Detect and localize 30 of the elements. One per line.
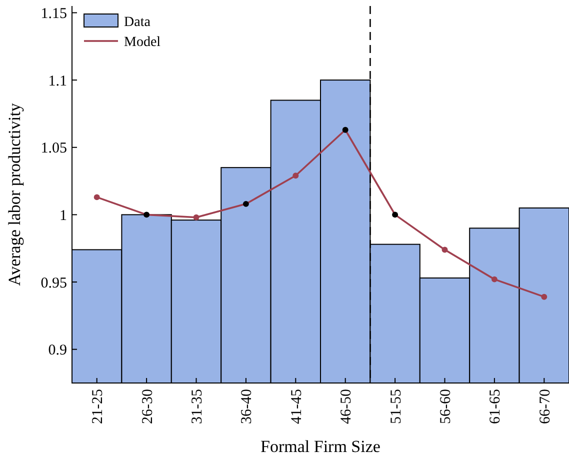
y-tick-label: 0.9	[48, 342, 67, 359]
point	[94, 194, 100, 200]
point	[193, 214, 200, 220]
legend-label: Data	[124, 14, 152, 30]
point	[242, 200, 249, 207]
point	[541, 294, 548, 300]
x-tick-label: 66-70	[537, 389, 554, 424]
y-tick-label: 1.15	[40, 6, 67, 22]
y-tick-label: 1.1	[48, 73, 67, 90]
x-tick-label: 21-25	[90, 389, 106, 424]
point	[144, 212, 150, 218]
y-tick-label: 1	[60, 208, 67, 224]
point	[392, 212, 398, 218]
x-tick-label: 51-55	[388, 389, 404, 424]
y-tick-label: 1.05	[40, 140, 67, 157]
y-tick-label: 0.95	[40, 275, 67, 292]
x-tick-label: 36-40	[239, 389, 256, 424]
x-tick-label: 41-45	[288, 389, 305, 424]
x-tick-label: 31-35	[190, 389, 206, 424]
x-axis-title: Formal Firm Size	[260, 437, 380, 456]
y-axis-title: Average labor productivity	[5, 102, 24, 286]
x-tick-label: 26-30	[140, 389, 156, 424]
point	[292, 172, 299, 179]
legend-label: Model	[124, 34, 161, 50]
x-tick-label: 61-65	[488, 389, 504, 424]
x-tick-label: 56-60	[438, 389, 454, 424]
point	[342, 126, 348, 133]
x-tick-label: 46-50	[338, 389, 355, 424]
point	[442, 246, 448, 253]
point	[491, 276, 498, 282]
